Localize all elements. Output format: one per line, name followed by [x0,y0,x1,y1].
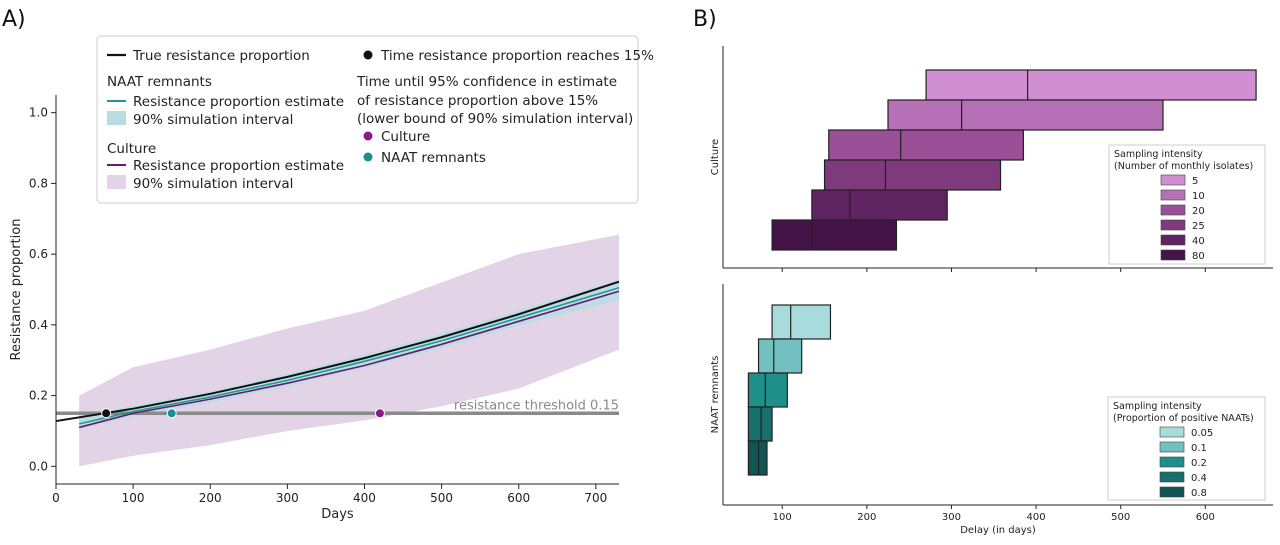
y-tick-label: 0.8 [29,176,48,190]
culture-legend-label-5: 80 [1192,251,1205,262]
panel-b-label: B) [693,7,717,32]
panel-a-y-label: Resistance proportion [9,219,24,361]
delay-tick-label: 600 [1196,512,1215,523]
naat-remnants-legend-label-3: 0.4 [1191,473,1207,484]
legend-culture-estimate: Resistance proportion estimate [133,158,344,174]
culture-legend-label-1: 10 [1192,191,1205,202]
culture-legend-swatch-2 [1160,204,1186,216]
naat-remnants-box-4 [747,440,768,476]
culture-legend-swatch-5 [1160,249,1186,261]
culture-box-2 [828,129,1024,161]
y-tick-label: 0.6 [29,247,48,261]
y-tick-label: 1.0 [29,106,48,120]
legend-naat-header: NAAT remnants [107,74,212,90]
delay-tick-label: 300 [942,512,961,523]
culture-legend: Sampling intensity(Number of monthly iso… [1108,144,1266,265]
culture-box-0 [925,69,1257,101]
culture-box-5 [771,219,898,251]
naat-remnants-box-3 [747,406,773,442]
marker-point-1 [166,408,177,419]
y-tick-label: 0.0 [29,459,48,473]
naat-remnants-legend-box [1107,396,1266,501]
culture-legend-swatch-3 [1160,219,1186,231]
naat-remnants-legend-swatch-1 [1159,441,1185,453]
legend-true-label: True resistance proportion [132,48,310,64]
x-tick-label: 300 [276,491,299,505]
legend-culture-header: Culture [107,141,156,157]
legend-naat-interval: 90% simulation interval [133,112,293,128]
naat-remnants-legend-label-4: 0.8 [1191,488,1207,499]
x-tick-label: 500 [430,491,453,505]
legend-time-until-1: Time until 95% confidence in estimate [356,74,617,90]
culture-legend-label-0: 5 [1192,176,1198,187]
naat-remnants-legend-label-2: 0.2 [1191,458,1207,469]
legend-naat-point: NAAT remnants [381,150,486,166]
panel-b-x-label: Delay (in days) [960,525,1036,536]
naat-remnants-y-label: NAAT remnants [710,356,721,434]
legend-naat-swatch [107,111,126,125]
culture-box-4 [811,189,948,221]
naat-remnants-legend-title-2: (Proportion of positive NAATs) [1113,413,1254,424]
legend-time-until-3: (lower bound of 90% simulation interval) [357,111,633,127]
delay-tick-label: 500 [1111,512,1130,523]
culture-legend-swatch-0 [1160,174,1186,186]
naat-remnants-legend: Sampling intensity(Proportion of positiv… [1107,396,1266,501]
naat-remnants-legend-swatch-4 [1159,486,1185,498]
culture-legend-label-4: 40 [1192,236,1205,247]
naat-remnants-box-1 [757,338,803,374]
legend-time-reach-dot [363,50,373,60]
delay-tick-label: 400 [1027,512,1046,523]
naat-remnants-legend-swatch-0 [1159,426,1185,438]
x-tick-label: 100 [122,491,145,505]
legend-time-reach: Time resistance proportion reaches 15% [380,48,654,64]
y-tick-label: 0.4 [29,318,48,332]
panel-a-legend: True resistance proportion NAAT remnants R… [96,35,654,204]
culture-legend-label-3: 25 [1192,221,1205,232]
panel-a-x-label: Days [321,507,354,522]
legend-culture-interval: 90% simulation interval [133,176,293,192]
naat-interval-band [79,279,620,430]
culture-interval-band [79,234,620,467]
legend-culture-swatch [107,175,126,189]
panel-a-label: A) [2,7,26,32]
legend-culture-dot [363,131,373,141]
x-tick-label: 200 [199,491,222,505]
culture-legend-label-2: 20 [1192,206,1205,217]
delay-tick-label: 100 [773,512,792,523]
culture-legend-swatch-1 [1160,189,1186,201]
naat-remnants-legend-swatch-2 [1159,456,1185,468]
naat-estimate-line [78,286,620,425]
legend-time-until-2: of resistance proportion above 15% [357,93,598,109]
naat-remnants-legend-swatch-3 [1159,471,1185,483]
culture-box-1 [887,99,1164,131]
x-tick-label: 400 [353,491,376,505]
marker-point-2 [374,408,385,419]
x-tick-label: 700 [584,491,607,505]
culture-y-label: Culture [710,139,721,175]
naat-remnants-legend-label-0: 0.05 [1191,428,1213,439]
culture-legend-box [1108,144,1266,265]
x-tick-label: 0 [52,491,60,505]
naat-remnants-box-2 [747,372,788,408]
naat-remnants-box-0 [771,304,832,340]
legend-culture-point: Culture [381,129,430,145]
culture-estimate-line [78,290,620,429]
legend-box [96,35,639,204]
y-tick-label: 0.2 [29,389,48,403]
culture-box-3 [823,159,1002,191]
naat-remnants-legend-title-1: Sampling intensity [1113,401,1202,412]
x-tick-label: 600 [507,491,530,505]
culture-legend-title-1: Sampling intensity [1114,149,1203,160]
culture-legend-title-2: (Number of monthly isolates) [1114,161,1253,172]
legend-naat-dot [363,152,373,162]
naat-remnants-legend-label-1: 0.1 [1191,443,1207,454]
threshold-label: resistance threshold 0.15 [454,398,619,413]
delay-tick-label: 200 [857,512,876,523]
legend-naat-estimate: Resistance proportion estimate [133,94,344,110]
culture-legend-swatch-4 [1160,234,1186,246]
marker-point-0 [101,408,112,419]
true-resistance-line [55,280,620,423]
